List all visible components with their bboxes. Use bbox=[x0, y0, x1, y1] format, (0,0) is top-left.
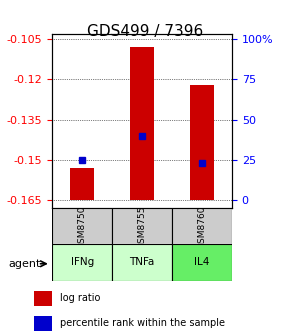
Text: GSM8750: GSM8750 bbox=[78, 205, 87, 249]
Text: IFNg: IFNg bbox=[70, 257, 94, 267]
FancyBboxPatch shape bbox=[172, 244, 232, 281]
Bar bbox=[34, 316, 52, 331]
Text: log ratio: log ratio bbox=[60, 293, 100, 303]
Text: agent: agent bbox=[9, 259, 41, 269]
Bar bbox=[130, 47, 154, 200]
Bar bbox=[34, 291, 52, 306]
Text: GSM8755: GSM8755 bbox=[137, 205, 147, 249]
Text: TNFa: TNFa bbox=[129, 257, 155, 267]
FancyBboxPatch shape bbox=[112, 208, 172, 245]
Text: GDS499 / 7396: GDS499 / 7396 bbox=[87, 24, 203, 39]
FancyBboxPatch shape bbox=[172, 208, 232, 245]
Bar bbox=[70, 168, 94, 200]
Text: percentile rank within the sample: percentile rank within the sample bbox=[60, 319, 225, 328]
FancyBboxPatch shape bbox=[112, 244, 172, 281]
FancyBboxPatch shape bbox=[52, 208, 112, 245]
FancyBboxPatch shape bbox=[52, 244, 112, 281]
Text: GSM8760: GSM8760 bbox=[197, 205, 206, 249]
Text: IL4: IL4 bbox=[194, 257, 210, 267]
Bar bbox=[190, 85, 214, 200]
